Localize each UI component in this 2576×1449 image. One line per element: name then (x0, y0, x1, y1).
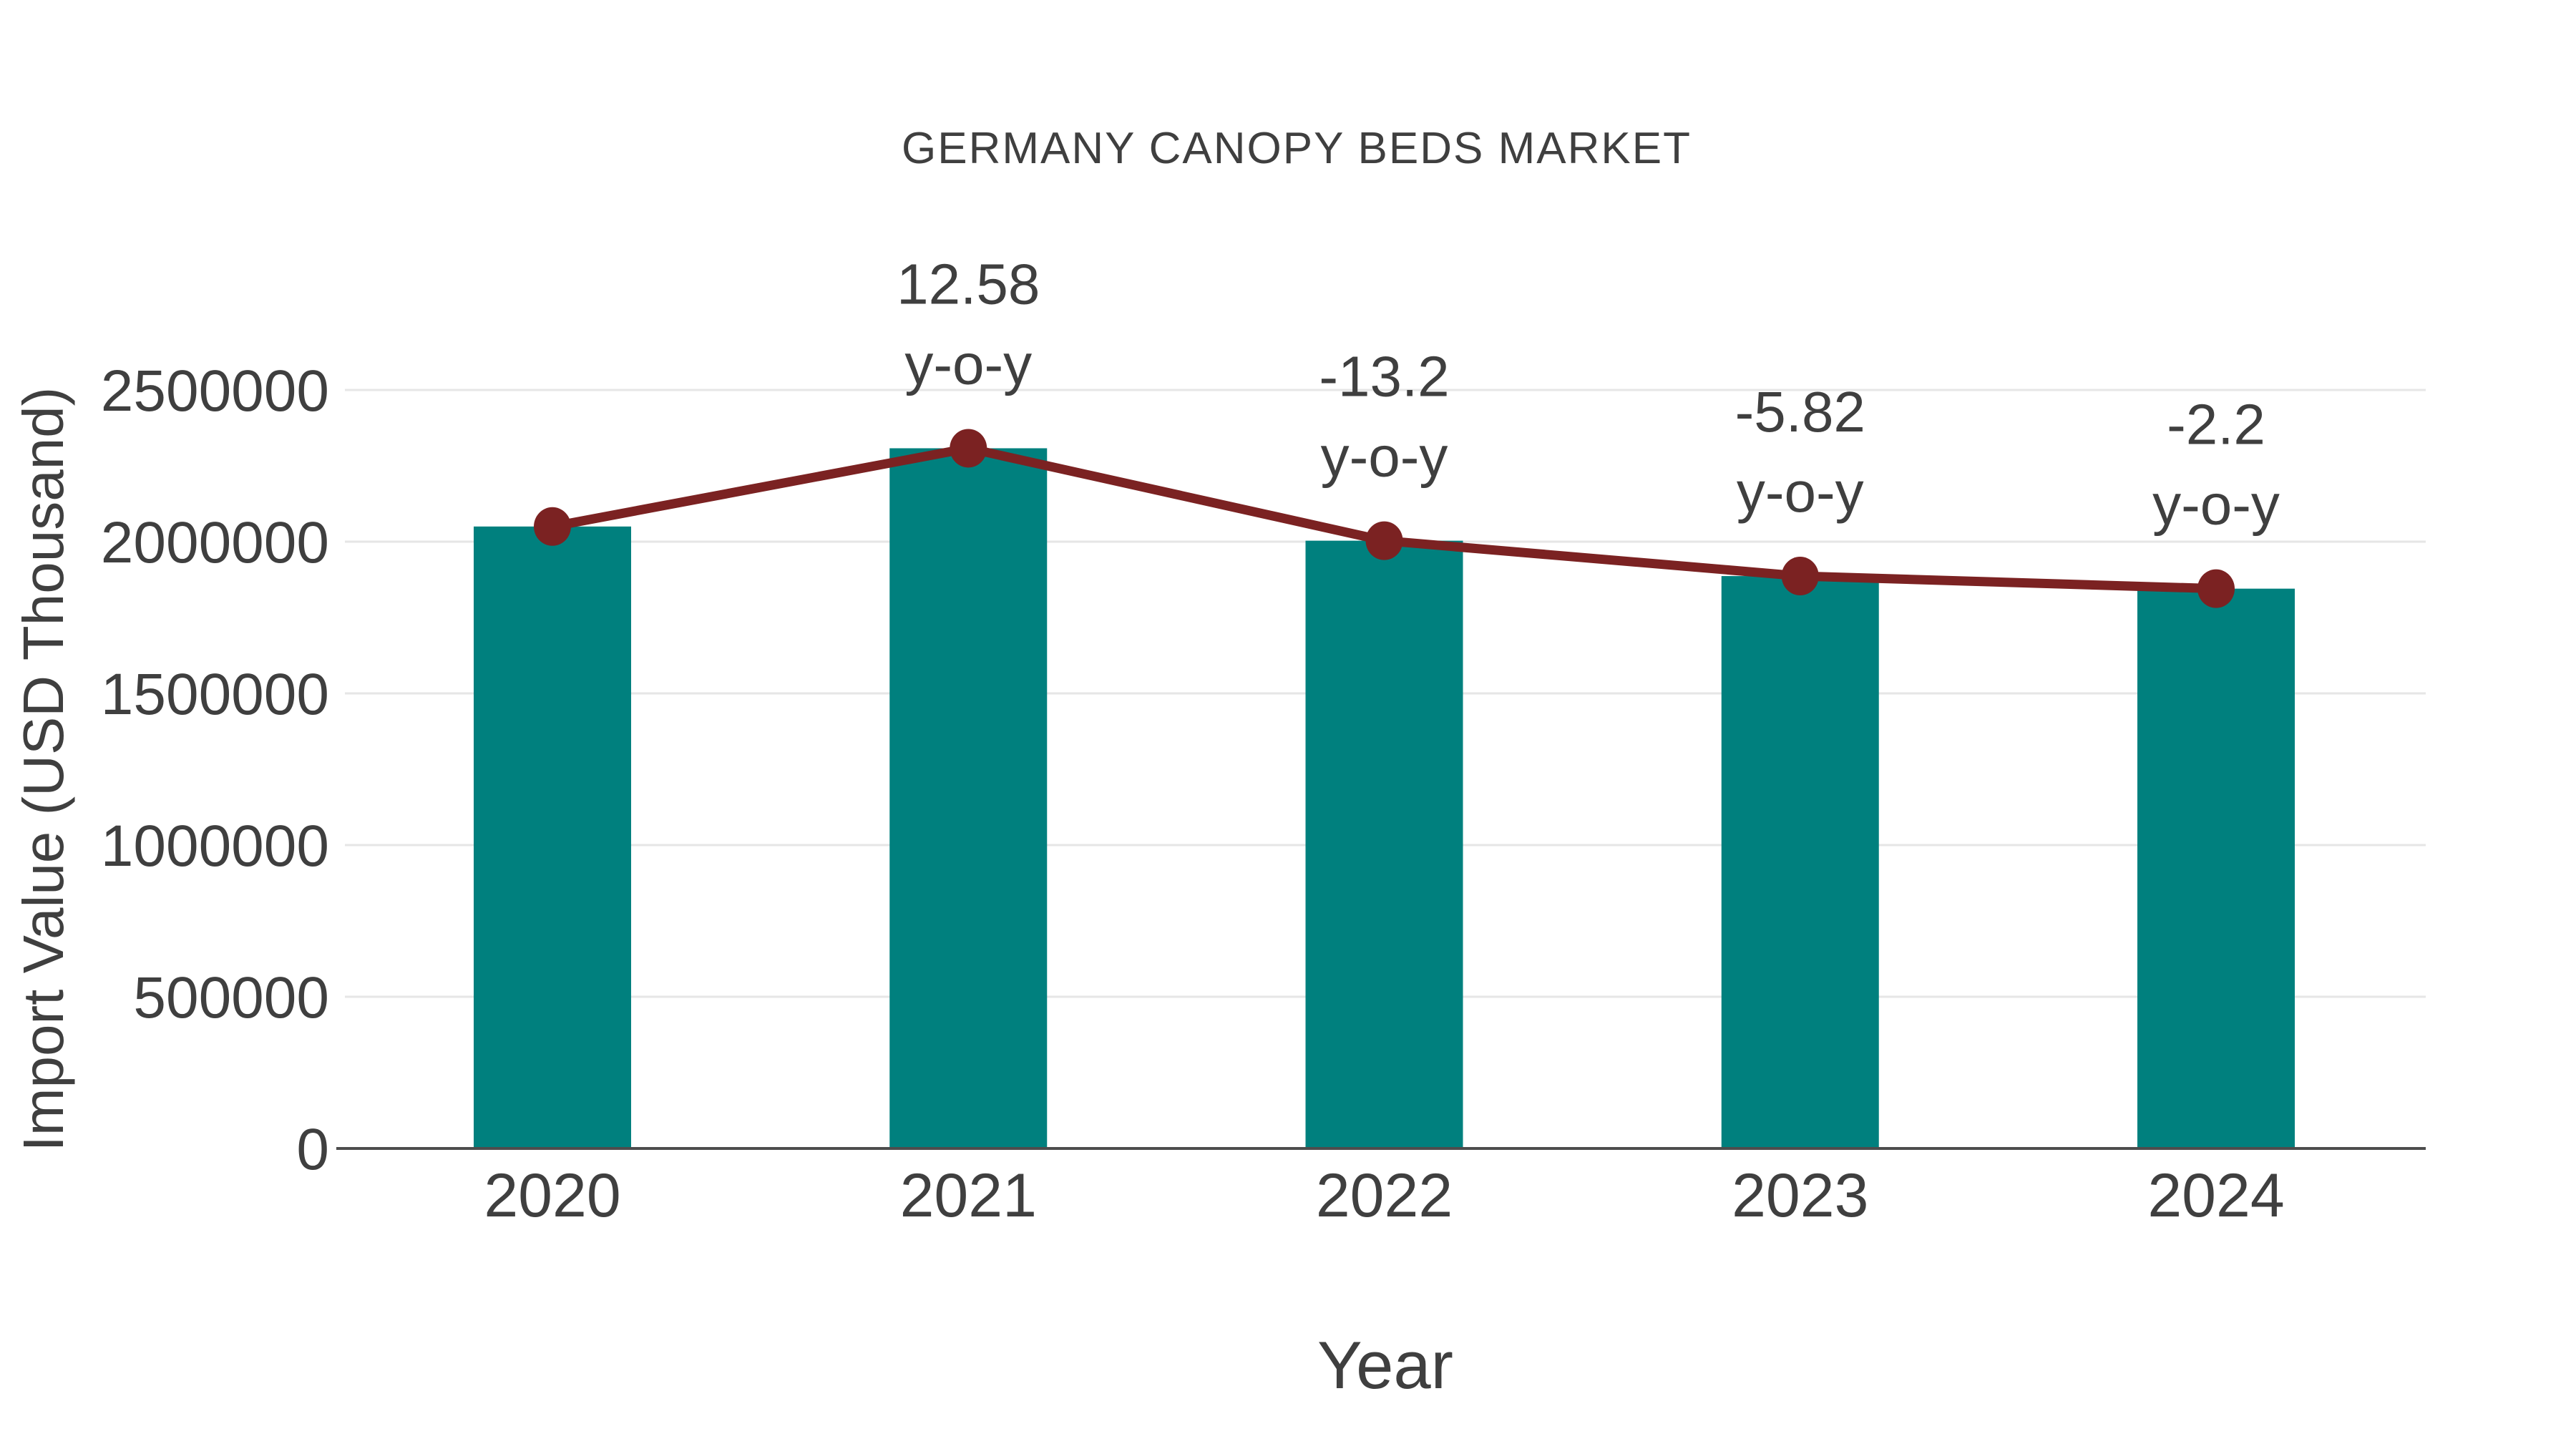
x-tick-label-2023: 2023 (1732, 1161, 1868, 1230)
y-tick-label: 0 (296, 1117, 329, 1182)
yoy-marker-2020 (534, 507, 571, 546)
bar-series (474, 448, 2295, 1148)
bar-2024 (2137, 588, 2295, 1148)
x-tick-labels: 2020 2021 2022 2023 2024 (484, 1161, 2284, 1230)
bar-2021 (889, 448, 1048, 1148)
y-tick-label: 2000000 (101, 510, 329, 575)
yoy-suffix-label-2023: y-o-y (1737, 460, 1864, 524)
y-tick-label: 500000 (133, 965, 329, 1030)
x-axis-title: Year (1317, 1327, 1453, 1402)
x-tick-label-2024: 2024 (2147, 1161, 2284, 1230)
line-series (534, 429, 2235, 608)
yoy-marker-2023 (1781, 557, 1819, 596)
yoy-data-labels: 12.58 y-o-y -13.2 y-o-y -5.82 y-o-y -2.2 y-o-y (897, 252, 2280, 536)
x-tick-label-2021: 2021 (900, 1161, 1037, 1230)
y-axis-title: Import Value (USD Thousand) (11, 387, 75, 1152)
bar-2022 (1305, 540, 1463, 1148)
yoy-marker-2024 (2197, 569, 2235, 608)
bar-2023 (1721, 576, 1879, 1148)
yoy-value-label-2023: -5.82 (1735, 380, 1865, 444)
yoy-value-label-2021: 12.58 (897, 252, 1040, 316)
yoy-marker-2021 (950, 429, 987, 468)
x-tick-label-2020: 2020 (484, 1161, 620, 1230)
y-tick-labels: 0 500000 1000000 1500000 2000000 2500000 (101, 358, 329, 1182)
yoy-suffix-label-2021: y-o-y (904, 332, 1032, 396)
yoy-value-label-2022: -13.2 (1319, 345, 1449, 409)
x-tick-label-2022: 2022 (1316, 1161, 1453, 1230)
bar-2020 (474, 526, 631, 1148)
yoy-suffix-label-2022: y-o-y (1321, 425, 1448, 489)
y-tick-label: 1500000 (101, 662, 329, 727)
y-tick-label: 2500000 (101, 358, 329, 424)
yoy-value-label-2024: -2.2 (2167, 393, 2265, 457)
y-tick-label: 1000000 (101, 814, 329, 879)
yoy-marker-2022 (1365, 521, 1403, 560)
yoy-suffix-label-2024: y-o-y (2152, 473, 2280, 537)
chart-title: GERMANY CANOPY BEDS MARKET (902, 124, 1692, 173)
